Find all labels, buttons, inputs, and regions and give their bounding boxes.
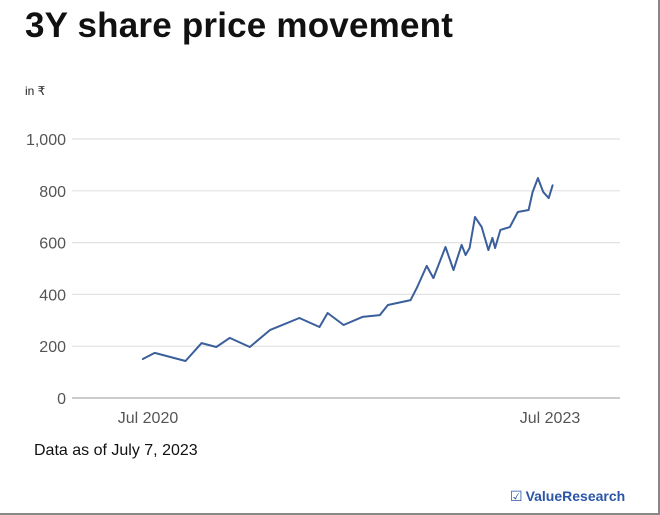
- price-point: [487, 249, 490, 251]
- price-line: [142, 177, 554, 362]
- price-point: [547, 197, 550, 199]
- price-point: [499, 229, 502, 231]
- price-point: [318, 326, 321, 328]
- price-point: [326, 312, 329, 314]
- price-point: [228, 337, 231, 339]
- y-tick-label: 800: [39, 184, 66, 201]
- y-tick-label: 400: [39, 287, 66, 304]
- price-point: [491, 237, 494, 239]
- price-point: [249, 346, 251, 348]
- y-tick-label: 200: [39, 339, 66, 356]
- price-point: [531, 191, 534, 193]
- checkbox-icon: ☑: [510, 488, 523, 504]
- price-point: [361, 316, 364, 318]
- y-tick-label: 0: [57, 391, 66, 408]
- price-point: [542, 191, 545, 193]
- brand-name: ValueResearch: [525, 488, 626, 504]
- price-point: [517, 211, 519, 213]
- price-point: [460, 244, 463, 246]
- price-point: [432, 277, 435, 279]
- price-point: [342, 324, 345, 326]
- price-point: [537, 177, 539, 179]
- y-tick-label: 600: [39, 236, 66, 253]
- price-point: [494, 247, 496, 249]
- price-point: [269, 329, 271, 331]
- price-point: [480, 226, 483, 228]
- y-tick-label: 1,000: [26, 132, 66, 149]
- data-as-of-note: Data as of July 7, 2023: [34, 442, 198, 459]
- price-point: [379, 314, 381, 316]
- price-point: [425, 265, 428, 267]
- value-research-logo: ☑ ValueResearch: [510, 488, 625, 505]
- price-point: [200, 342, 203, 344]
- price-point: [409, 299, 412, 301]
- price-point: [444, 246, 447, 248]
- y-axis-unit-label: in ₹: [25, 84, 46, 98]
- chart-title: 3Y share price movement: [25, 6, 454, 45]
- price-point: [184, 360, 187, 362]
- price-point: [468, 247, 471, 249]
- price-point: [527, 209, 530, 211]
- price-point: [474, 216, 476, 218]
- price-point: [153, 352, 156, 354]
- price-point: [416, 286, 419, 288]
- x-tick-label: Jul 2020: [118, 410, 179, 427]
- price-point: [387, 304, 389, 306]
- price-point: [452, 269, 455, 271]
- x-tick-label: Jul 2023: [520, 410, 581, 427]
- price-point: [215, 346, 218, 348]
- price-point: [551, 184, 554, 186]
- price-point: [141, 358, 144, 360]
- price-point: [464, 254, 467, 256]
- price-point: [509, 226, 511, 228]
- price-point: [298, 317, 301, 319]
